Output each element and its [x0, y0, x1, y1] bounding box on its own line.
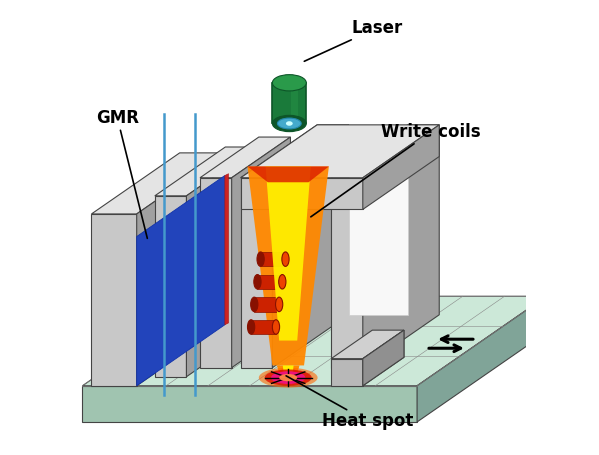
Polygon shape	[363, 330, 404, 386]
Polygon shape	[241, 178, 273, 368]
Polygon shape	[225, 174, 228, 325]
Polygon shape	[265, 167, 311, 340]
Polygon shape	[349, 157, 407, 315]
Polygon shape	[186, 147, 257, 377]
Polygon shape	[83, 296, 546, 386]
Ellipse shape	[257, 252, 264, 266]
Polygon shape	[92, 153, 225, 214]
Polygon shape	[232, 137, 291, 368]
Polygon shape	[258, 274, 282, 289]
Ellipse shape	[279, 374, 297, 381]
Polygon shape	[363, 125, 439, 209]
Text: Write coils: Write coils	[311, 123, 480, 217]
Polygon shape	[241, 178, 363, 209]
Ellipse shape	[247, 320, 255, 334]
Polygon shape	[155, 147, 257, 196]
Polygon shape	[363, 330, 404, 386]
Polygon shape	[417, 296, 546, 422]
Ellipse shape	[265, 369, 311, 386]
Ellipse shape	[286, 121, 293, 126]
Ellipse shape	[250, 297, 258, 312]
Polygon shape	[200, 178, 232, 368]
Ellipse shape	[277, 118, 301, 129]
Ellipse shape	[282, 252, 289, 266]
Polygon shape	[247, 167, 329, 365]
Polygon shape	[331, 359, 363, 386]
Polygon shape	[291, 83, 298, 123]
Polygon shape	[241, 125, 439, 178]
Ellipse shape	[273, 75, 306, 91]
Polygon shape	[247, 167, 329, 182]
Text: Heat spot: Heat spot	[286, 376, 413, 430]
Ellipse shape	[279, 274, 286, 289]
Ellipse shape	[273, 116, 306, 131]
Polygon shape	[283, 365, 294, 384]
Polygon shape	[241, 125, 349, 178]
Polygon shape	[331, 125, 439, 178]
Polygon shape	[83, 386, 417, 422]
Text: Laser: Laser	[304, 19, 403, 61]
Ellipse shape	[271, 371, 305, 384]
Polygon shape	[273, 125, 349, 368]
Ellipse shape	[276, 297, 283, 312]
Polygon shape	[200, 137, 291, 178]
Polygon shape	[363, 125, 439, 368]
Ellipse shape	[273, 320, 280, 334]
Polygon shape	[137, 153, 225, 386]
Polygon shape	[273, 83, 306, 123]
Polygon shape	[251, 320, 276, 334]
Polygon shape	[255, 297, 279, 312]
Polygon shape	[331, 330, 404, 359]
Ellipse shape	[254, 274, 261, 289]
Polygon shape	[155, 196, 186, 377]
Polygon shape	[261, 252, 286, 266]
Polygon shape	[277, 365, 300, 384]
Polygon shape	[137, 176, 225, 386]
Text: GMR: GMR	[96, 110, 147, 238]
Polygon shape	[92, 214, 137, 386]
Polygon shape	[331, 178, 363, 368]
Ellipse shape	[259, 368, 317, 388]
